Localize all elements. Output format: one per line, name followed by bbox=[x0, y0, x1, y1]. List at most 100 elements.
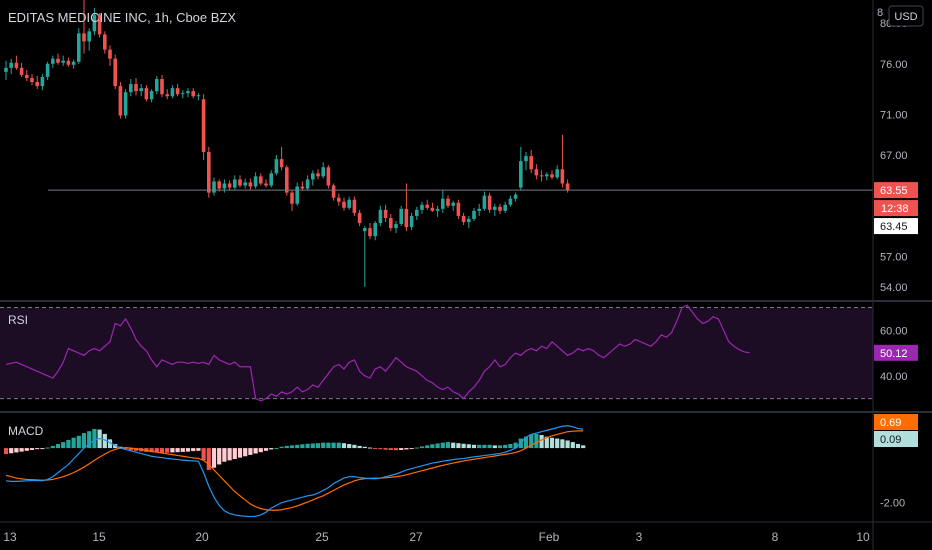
macd-histogram-bar bbox=[149, 448, 154, 453]
candle-body bbox=[347, 199, 351, 208]
macd-histogram-bar bbox=[3, 448, 9, 455]
macd-histogram-bar bbox=[321, 442, 326, 449]
candle-body bbox=[14, 62, 19, 68]
candle-body bbox=[451, 202, 455, 206]
macd-histogram-bar bbox=[539, 435, 544, 449]
macd-histogram-bar bbox=[107, 439, 113, 449]
macd-histogram-bar bbox=[253, 448, 258, 454]
y-tick-label: 8 bbox=[877, 7, 883, 19]
macd-histogram-bar bbox=[461, 443, 466, 449]
macd-histogram-bar bbox=[362, 446, 367, 449]
y-tick-label: 71.00 bbox=[880, 110, 908, 122]
rsi-pane bbox=[0, 304, 873, 402]
candle-body bbox=[534, 169, 539, 176]
macd-histogram-bar bbox=[487, 444, 492, 449]
candle-body bbox=[269, 173, 273, 186]
candle-body bbox=[92, 15, 97, 32]
candle-body bbox=[61, 60, 65, 63]
macd-histogram-bar bbox=[76, 435, 81, 449]
x-tick-label: 13 bbox=[3, 530, 17, 544]
macd-histogram-bar bbox=[237, 448, 243, 458]
candle-body bbox=[378, 209, 383, 224]
macd-histogram-bar bbox=[451, 442, 456, 449]
candle-body bbox=[529, 156, 533, 170]
candle-body bbox=[435, 208, 440, 211]
macd-histogram-bar bbox=[274, 448, 279, 450]
rsi-line bbox=[5, 304, 750, 402]
candle-body bbox=[97, 15, 102, 35]
price-axis[interactable]: 854.0057.0067.0071.0076.0080.0040.0060.0… bbox=[877, 7, 908, 510]
candle-body bbox=[45, 63, 50, 77]
candle-body bbox=[118, 86, 123, 116]
macd-histogram-bar bbox=[217, 448, 222, 465]
candle-body bbox=[519, 161, 523, 188]
candle-body bbox=[71, 61, 76, 65]
rsi-value-tag bbox=[874, 344, 918, 361]
macd-histogram-bar bbox=[232, 448, 237, 459]
candle-body bbox=[555, 169, 559, 178]
candle-body bbox=[248, 182, 253, 187]
macd-histogram-bar bbox=[492, 445, 497, 449]
candle-body bbox=[82, 33, 86, 42]
macd-histogram-bar bbox=[305, 443, 310, 449]
candle-body bbox=[217, 181, 221, 189]
candle-body bbox=[233, 179, 237, 188]
macd-histogram-bar bbox=[180, 448, 185, 452]
macd-histogram-bar bbox=[315, 443, 321, 449]
candle-body bbox=[399, 208, 403, 225]
candle-body bbox=[149, 91, 154, 100]
macd-histogram-bar bbox=[544, 436, 549, 449]
candle-body bbox=[425, 204, 429, 208]
macd-signal-line bbox=[5, 430, 584, 511]
candle-body bbox=[503, 204, 507, 211]
candle-body bbox=[560, 169, 565, 184]
candle-body bbox=[191, 91, 195, 97]
time-axis[interactable]: 13 15 20 25 27 Feb 3 8 10 bbox=[3, 530, 870, 544]
y-tick-label: 67.00 bbox=[880, 150, 908, 162]
candle-body bbox=[243, 182, 247, 186]
macd-histogram-bar bbox=[154, 448, 159, 453]
candle-body bbox=[513, 194, 518, 199]
candle-body bbox=[160, 79, 164, 95]
candle-body bbox=[441, 198, 445, 209]
candle-body bbox=[363, 228, 367, 232]
macd-histogram-bar bbox=[113, 444, 118, 449]
candle-body bbox=[461, 215, 466, 223]
price-marker-tag bbox=[874, 218, 918, 235]
countdown-tag bbox=[874, 200, 918, 217]
candle-body bbox=[264, 183, 268, 186]
macd-histogram-bar bbox=[378, 448, 383, 450]
candle-body bbox=[103, 34, 107, 50]
candle-body bbox=[134, 84, 138, 92]
candle-body bbox=[311, 173, 315, 180]
macd-histogram-bar bbox=[165, 448, 170, 453]
price-candles[interactable] bbox=[4, 0, 873, 287]
candle-body bbox=[300, 186, 305, 189]
candle-body bbox=[238, 179, 242, 186]
candle-body bbox=[274, 159, 279, 174]
macd-histogram-bar bbox=[388, 448, 393, 450]
candle-body bbox=[477, 208, 481, 211]
candle-body bbox=[165, 94, 169, 97]
candle-body bbox=[373, 223, 377, 237]
candle-body bbox=[207, 152, 211, 193]
macd-histogram-bar bbox=[61, 442, 66, 449]
macd-histogram-bar bbox=[482, 444, 487, 449]
macd-histogram-bar bbox=[206, 448, 211, 470]
candle-body bbox=[113, 58, 117, 87]
x-tick-label: 10 bbox=[856, 530, 870, 544]
macd-histogram-bar bbox=[128, 448, 133, 451]
macd-histogram-bar bbox=[445, 442, 451, 449]
candle-body bbox=[279, 159, 284, 168]
macd-histogram-bar bbox=[92, 429, 97, 449]
macd-pane-title: MACD bbox=[8, 424, 44, 438]
macd-histogram-bar bbox=[497, 445, 503, 449]
candle-body bbox=[383, 209, 388, 218]
candle-body bbox=[4, 67, 8, 72]
macd-histogram-bar bbox=[87, 431, 92, 449]
candle-body bbox=[40, 76, 45, 87]
macd-histogram-bar bbox=[347, 444, 352, 449]
macd-histogram-bar bbox=[373, 448, 378, 450]
currency-button[interactable]: USD bbox=[888, 5, 924, 27]
